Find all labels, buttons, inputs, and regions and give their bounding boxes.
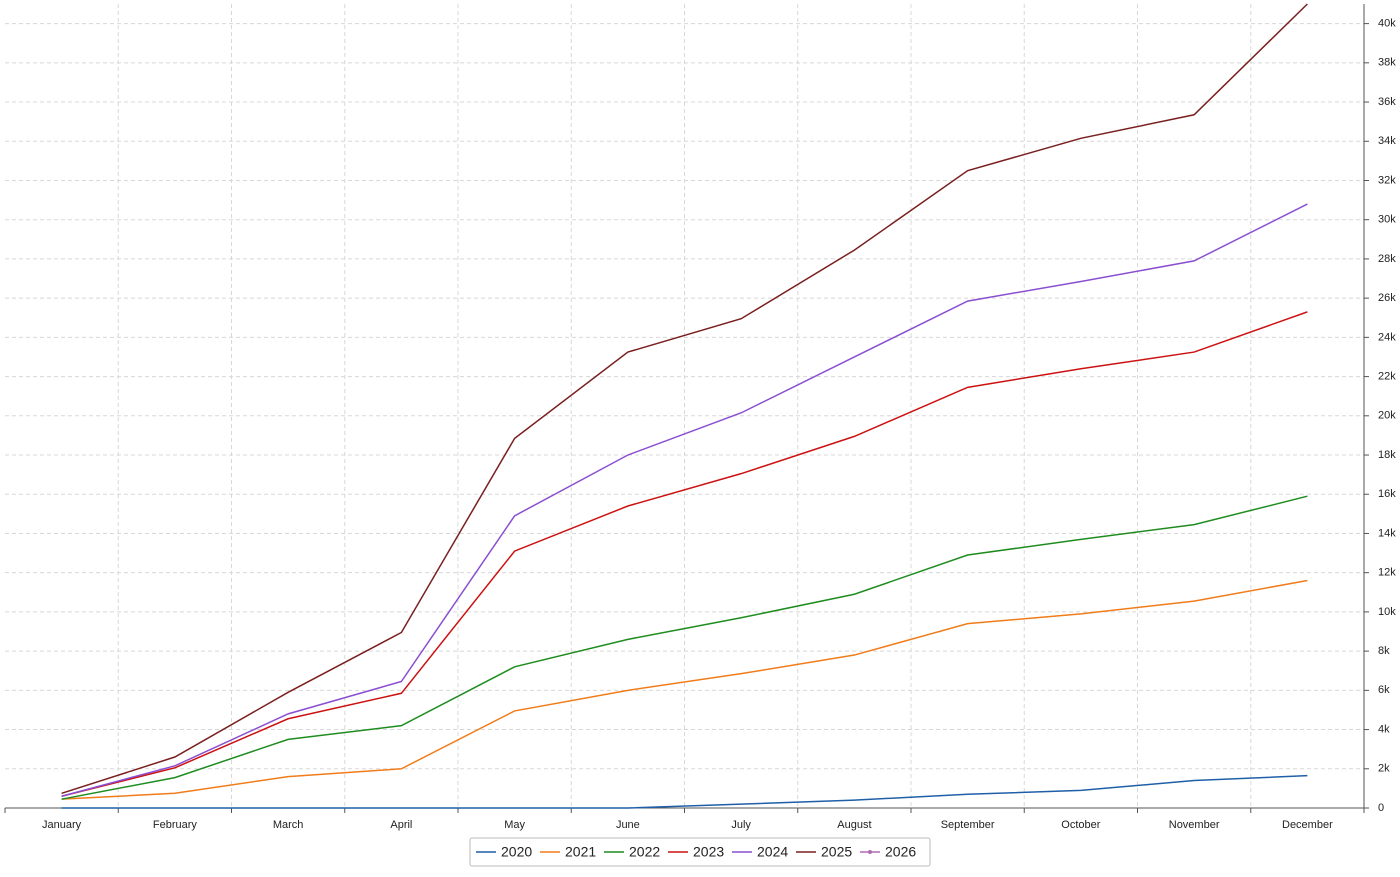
- y-tick-label: 2k: [1378, 763, 1390, 775]
- y-tick-label: 38k: [1378, 57, 1396, 69]
- y-tick-label: 10k: [1378, 606, 1396, 618]
- y-tick-label: 6k: [1378, 684, 1390, 696]
- x-tick-label: May: [504, 819, 525, 831]
- y-tick-label: 14k: [1378, 527, 1396, 539]
- y-tick-label: 40k: [1378, 18, 1396, 30]
- y-tick-label: 24k: [1378, 331, 1396, 343]
- x-tick-label: April: [390, 819, 412, 831]
- x-tick-label: August: [837, 819, 871, 831]
- x-tick-label: July: [731, 819, 751, 831]
- x-tick-label: November: [1169, 819, 1220, 831]
- y-tick-label: 22k: [1378, 370, 1396, 382]
- series-line: [61, 495, 1308, 800]
- y-tick-label: 20k: [1378, 410, 1396, 422]
- y-tick-label: 16k: [1378, 488, 1396, 500]
- y-tick-label: 18k: [1378, 449, 1396, 461]
- y-tick-label: 8k: [1378, 645, 1390, 657]
- legend-label: 2026: [885, 844, 916, 860]
- legend-label: 2020: [501, 844, 532, 860]
- y-tick-label: 28k: [1378, 253, 1396, 265]
- x-tick-label: February: [153, 819, 198, 831]
- series-line: [61, 3, 1308, 795]
- y-tick-label: 30k: [1378, 214, 1396, 226]
- x-tick-label: December: [1282, 819, 1333, 831]
- series-line: [61, 579, 1308, 800]
- y-tick-label: 12k: [1378, 567, 1396, 579]
- y-tick-label: 32k: [1378, 174, 1396, 186]
- legend-label: 2022: [629, 844, 660, 860]
- legend-label: 2025: [821, 844, 852, 860]
- legend-box: [469, 837, 931, 867]
- x-tick-label: March: [273, 819, 304, 831]
- series-line: [61, 311, 1308, 797]
- legend-label: 2023: [693, 844, 724, 860]
- y-tick-label: 0: [1378, 802, 1384, 814]
- y-tick-label: 4k: [1378, 723, 1390, 735]
- x-tick-label: October: [1061, 819, 1100, 831]
- x-tick-label: January: [42, 819, 82, 831]
- x-tick-label: September: [941, 819, 995, 831]
- y-tick-label: 34k: [1378, 135, 1396, 147]
- series-line: [61, 774, 1308, 809]
- series-line: [61, 203, 1308, 797]
- y-tick-label: 26k: [1378, 292, 1396, 304]
- legend-label: 2024: [757, 844, 788, 860]
- y-tick-label: 36k: [1378, 96, 1396, 108]
- legend-marker: [868, 850, 872, 854]
- x-tick-label: June: [616, 819, 640, 831]
- legend-label: 2021: [565, 844, 596, 860]
